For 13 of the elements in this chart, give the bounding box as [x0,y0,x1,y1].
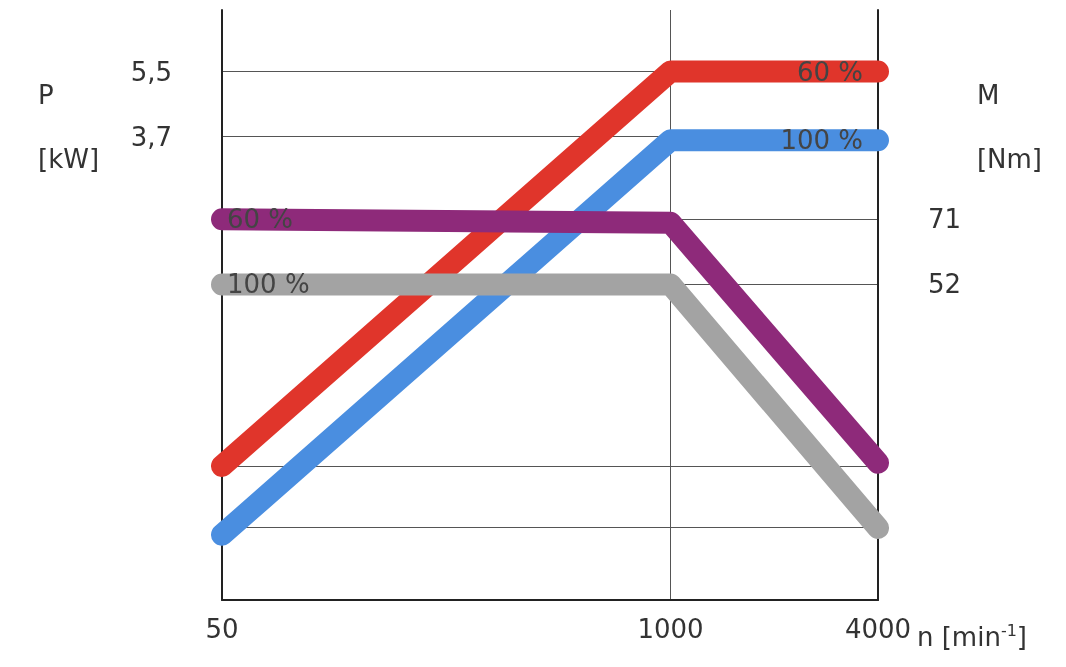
series-label: 100 % [227,269,310,300]
x-tick-label: 50 [205,614,239,644]
x-tick-label: 4000 [844,614,912,644]
y2-tick-label: 52 [928,269,962,300]
y-tick-label: 5,5 [130,56,172,87]
series-label: 100 % [780,125,863,156]
text: P [kW] [38,80,100,174]
series-label: 60 % [227,204,294,235]
y2-tick-label: 71 [928,204,962,235]
y-tick-label: 3,7 [130,121,172,152]
x-tick-label: 1000 [637,614,704,644]
text: M [Nm] [976,80,1043,174]
series-label: 60 % [796,56,863,87]
